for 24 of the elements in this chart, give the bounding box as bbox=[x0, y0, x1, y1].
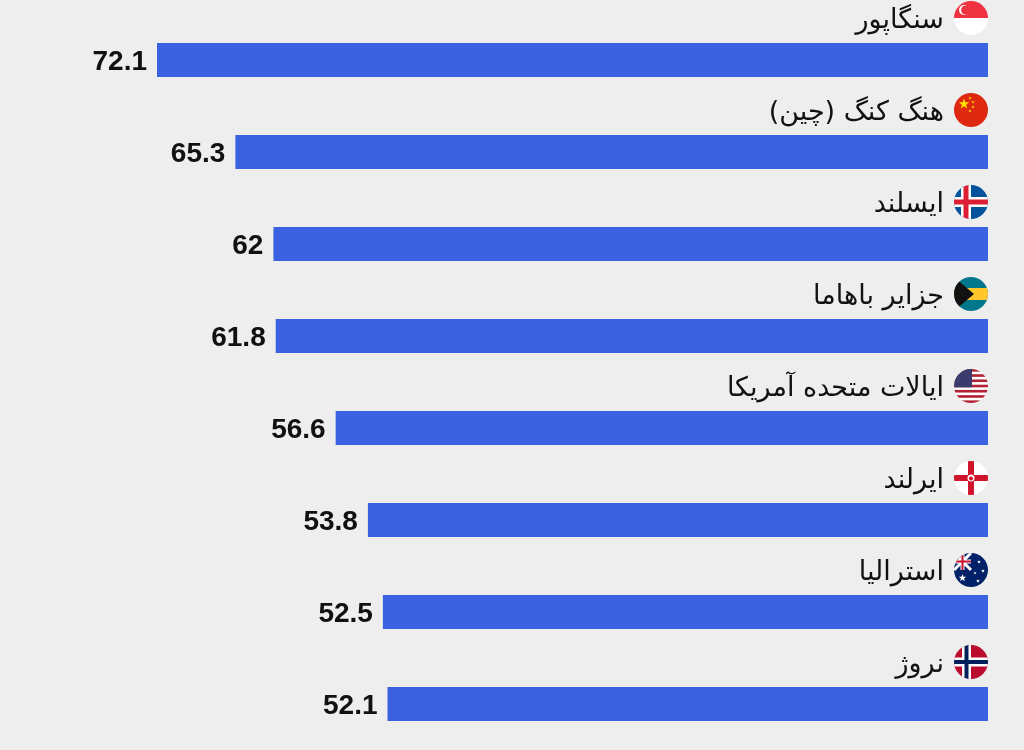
bar bbox=[387, 687, 988, 721]
data-label: 61.8 bbox=[211, 320, 266, 352]
data-label: 65.3 bbox=[170, 136, 226, 168]
y-tick-label: ایالات متحده آمریکا bbox=[726, 370, 944, 403]
bar bbox=[367, 503, 988, 537]
y-tick-label: ایرلند bbox=[883, 462, 944, 495]
bar bbox=[382, 595, 988, 629]
y-tick-label: جزایر باهاما bbox=[813, 278, 944, 311]
y-tick-label: استرالیا bbox=[858, 554, 944, 587]
y-tick-label: ایسلند bbox=[873, 186, 944, 218]
y-tick-label: نروژ bbox=[893, 646, 944, 679]
data-label: 52.1 bbox=[323, 688, 378, 720]
data-label: 56.6 bbox=[271, 412, 326, 444]
y-tick-label: هنگ کنگ (چین) bbox=[768, 94, 944, 127]
data-label: 53.8 bbox=[303, 504, 358, 536]
data-label: 52.5 bbox=[318, 596, 373, 628]
bar bbox=[157, 43, 988, 77]
bar bbox=[275, 319, 988, 353]
data-label: 72.1 bbox=[92, 44, 147, 76]
y-tick-label: سنگاپور bbox=[853, 2, 944, 35]
bar bbox=[335, 411, 988, 445]
bar bbox=[273, 227, 988, 261]
bar bbox=[235, 135, 988, 169]
data-label: 62 bbox=[232, 228, 264, 260]
